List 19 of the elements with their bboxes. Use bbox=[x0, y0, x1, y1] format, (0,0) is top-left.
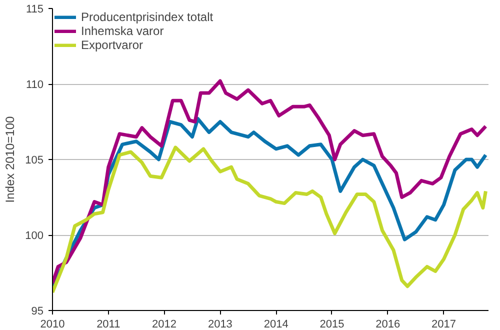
y-tick-label: 115 bbox=[26, 4, 44, 16]
legend-label: Producentprisindex totalt bbox=[81, 10, 214, 24]
line-series bbox=[52, 146, 488, 294]
x-tick-label: 2014 bbox=[264, 318, 288, 330]
x-tick-label: 2016 bbox=[376, 318, 400, 330]
line-series bbox=[52, 79, 488, 286]
legend-label: Inhemska varor bbox=[81, 24, 164, 38]
x-tick-label: 2015 bbox=[320, 318, 344, 330]
y-axis-title: Index 2010=100 bbox=[3, 116, 18, 203]
y-tick-label: 100 bbox=[25, 230, 44, 242]
x-tick-label: 2011 bbox=[96, 318, 120, 330]
x-tick-label: 2010 bbox=[40, 318, 65, 330]
legend-label: Exportvaror bbox=[81, 38, 144, 52]
x-tick-label: 2012 bbox=[152, 318, 177, 330]
y-tick-label: 95 bbox=[31, 306, 44, 318]
x-tick-label: 2013 bbox=[208, 318, 232, 330]
y-tick-label: 110 bbox=[26, 79, 44, 91]
y-tick-label: 105 bbox=[25, 154, 44, 166]
x-tick-label: 2017 bbox=[432, 318, 456, 330]
